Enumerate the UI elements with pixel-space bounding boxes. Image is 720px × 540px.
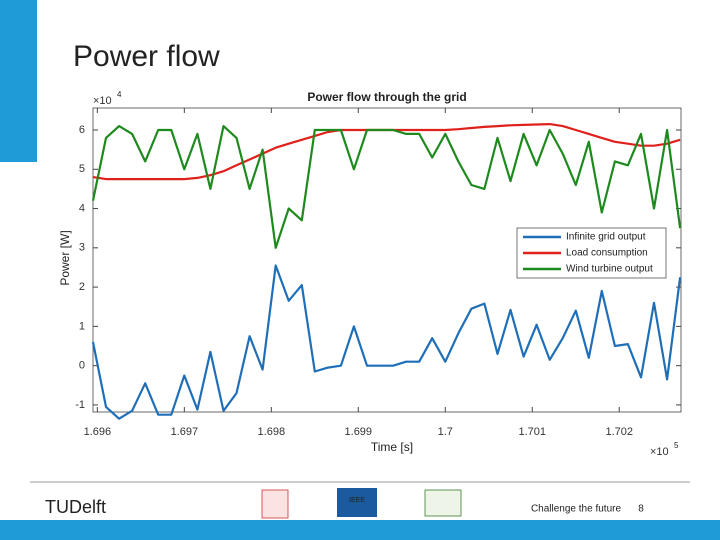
series-line	[91, 264, 682, 420]
x-tick-label: 1.697	[171, 426, 199, 438]
chart-title: Power flow through the grid	[307, 90, 466, 104]
x-axis-label: Time [s]	[371, 440, 413, 454]
plot-frame	[92, 107, 682, 413]
logo-pels	[261, 489, 289, 519]
legend-label: Load consumption	[566, 248, 648, 259]
y-tick-label: 2	[79, 281, 85, 293]
y-tick-label: -1	[75, 399, 85, 411]
logo-text: TUDelft	[45, 497, 106, 517]
x-tick-label: 1.7	[438, 426, 453, 438]
logo-ias	[424, 489, 462, 517]
footer-tagline: Challenge the future	[531, 504, 622, 515]
x-tick-label: 1.696	[84, 426, 112, 438]
x-tick-label: 1.698	[258, 426, 286, 438]
page-number: 8	[638, 504, 644, 515]
x-exponent-power: 5	[674, 441, 679, 450]
accent-block	[0, 0, 37, 162]
ieee-text: IEEE	[349, 497, 365, 504]
slide-title: Power flow	[73, 40, 220, 73]
y-tick-label: 4	[79, 202, 85, 214]
series-line	[92, 123, 681, 181]
legend-label: Wind turbine output	[566, 264, 653, 275]
y-tick-label: 6	[79, 124, 85, 136]
x-tick-label: 1.699	[345, 426, 373, 438]
y-tick-label: 5	[79, 163, 85, 175]
y-tick-label: 0	[79, 360, 85, 372]
legend-label: Infinite grid output	[566, 232, 646, 243]
x-tick-label: 1.701	[518, 426, 546, 438]
series-line	[91, 125, 682, 249]
y-exponent-base: ×10	[93, 95, 112, 107]
logo-ieee	[337, 488, 377, 517]
y-axis-label: Power [W]	[58, 230, 72, 285]
x-tick-label: 1.702	[605, 426, 633, 438]
y-tick-label: 1	[79, 320, 85, 332]
y-exponent-power: 4	[117, 90, 122, 99]
x-exponent-base: ×10	[650, 446, 669, 458]
y-tick-label: 3	[79, 242, 85, 254]
footer-bar	[0, 520, 720, 540]
